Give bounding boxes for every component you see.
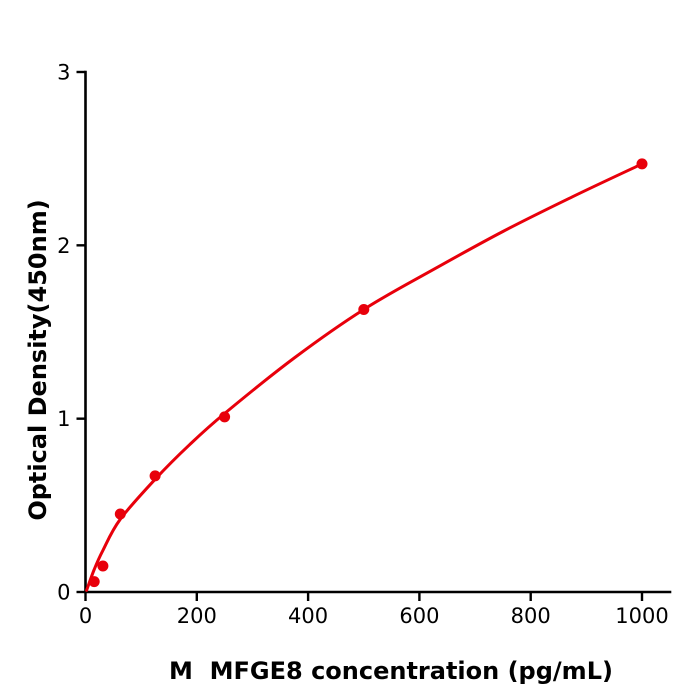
x-axis-label: M MFGE8 concentration (pg/mL) [169, 657, 613, 685]
x-tick-label: 200 [177, 604, 217, 628]
data-point [358, 304, 370, 315]
x-tick-label: 1000 [615, 604, 668, 628]
fit-curve [85, 162, 644, 592]
data-point [97, 560, 109, 572]
tick-labels: 0 200 400 600 800 1000 0 1 2 3 [57, 61, 669, 629]
x-tick-label: 800 [511, 604, 551, 628]
y-tick-label: 2 [57, 234, 70, 258]
data-point [636, 158, 648, 170]
x-tick-label: 400 [288, 604, 328, 628]
data-point [219, 411, 231, 423]
y-tick-label: 3 [57, 61, 70, 85]
data-point [149, 470, 161, 482]
x-tick-label: 600 [399, 604, 439, 628]
tick-marks [76, 70, 644, 601]
axes [84, 70, 672, 594]
data-point [114, 508, 126, 520]
fit-curve-layer [85, 162, 644, 592]
y-tick-label: 0 [57, 581, 70, 605]
y-axis-label: Optical Density(450nm) [24, 199, 52, 520]
data-point [88, 576, 100, 588]
axis-spines [84, 70, 672, 594]
y-tick-label: 1 [57, 407, 70, 431]
x-tick-label: 0 [79, 604, 92, 628]
data-points-layer [88, 158, 648, 588]
